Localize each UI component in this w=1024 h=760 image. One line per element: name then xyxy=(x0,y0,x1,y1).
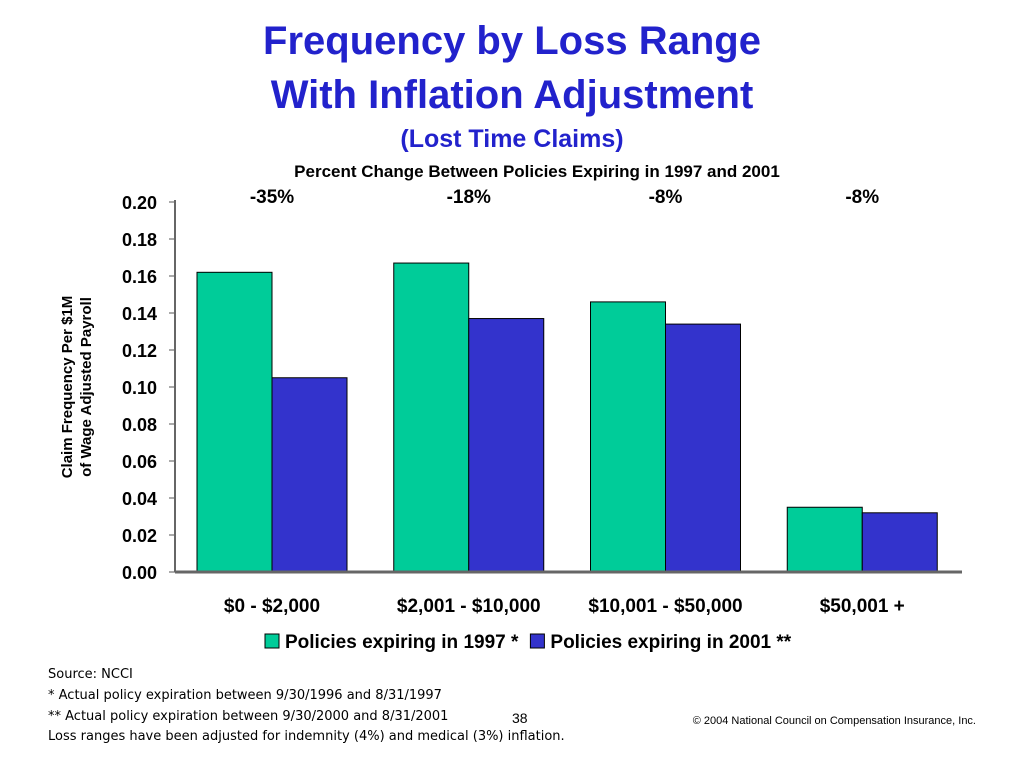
x-tick-label: $2,001 - $10,000 xyxy=(397,596,541,617)
y-tick-label: 0.04 xyxy=(122,489,157,509)
percent-change-label: -8% xyxy=(845,187,879,208)
bar-2001 xyxy=(665,323,741,573)
legend-swatch-1997 xyxy=(264,633,280,649)
y-axis-title-line1: Claim Frequency Per $1M xyxy=(59,296,76,479)
page-number: 38 xyxy=(512,710,528,726)
y-tick-label: 0.18 xyxy=(122,230,157,250)
bar-2001 xyxy=(861,512,938,573)
copyright: © 2004 National Council on Compensation … xyxy=(692,715,976,727)
slide-title-line2: With Inflation Adjustment xyxy=(270,73,754,117)
bar-1997 xyxy=(590,301,666,573)
footnote-inflation: Loss ranges have been adjusted for indem… xyxy=(48,729,565,744)
footnote-source: Source: NCCI xyxy=(48,667,133,682)
footnote-2001: ** Actual policy expiration between 9/30… xyxy=(48,709,449,724)
legend-label-2001: Policies expiring in 2001 ** xyxy=(550,632,791,653)
bar-1997 xyxy=(393,262,470,573)
slide-subtitle: (Lost Time Claims) xyxy=(400,125,624,153)
y-tick-label: 0.10 xyxy=(122,378,157,398)
footnote-1997: * Actual policy expiration between 9/30/… xyxy=(48,688,442,703)
bar-chart: Percent Change Between Policies Expiring… xyxy=(59,162,962,653)
y-tick-label: 0.00 xyxy=(122,563,157,583)
percent-change-label: -18% xyxy=(447,187,491,208)
bar-1997 xyxy=(786,506,863,573)
chart-subtitle: Percent Change Between Policies Expiring… xyxy=(294,162,780,181)
bar-2001 xyxy=(271,377,348,573)
slide-title: Frequency by Loss Range xyxy=(263,19,761,63)
x-tick-label: $50,001 + xyxy=(820,596,905,617)
percent-change-label: -8% xyxy=(649,187,683,208)
y-tick-label: 0.16 xyxy=(122,267,157,287)
percent-change-label: -35% xyxy=(250,187,294,208)
x-tick-label: $10,001 - $50,000 xyxy=(588,596,742,617)
y-tick-label: 0.14 xyxy=(122,304,157,324)
y-tick-label: 0.20 xyxy=(122,193,157,213)
x-tick-label: $0 - $2,000 xyxy=(224,596,320,617)
y-tick-label: 0.02 xyxy=(122,526,157,546)
y-tick-label: 0.08 xyxy=(122,415,157,435)
y-axis-title-line2: of Wage Adjusted Payroll xyxy=(78,297,95,477)
y-axis-title: Claim Frequency Per $1M of Wage Adjusted … xyxy=(59,296,95,479)
y-tick-label: 0.12 xyxy=(122,341,157,361)
legend-label-1997: Policies expiring in 1997 * xyxy=(285,632,519,653)
bar-2001 xyxy=(468,318,545,573)
legend-swatch-2001 xyxy=(529,633,545,649)
bar-1997 xyxy=(196,271,273,573)
y-tick-label: 0.06 xyxy=(122,452,157,472)
